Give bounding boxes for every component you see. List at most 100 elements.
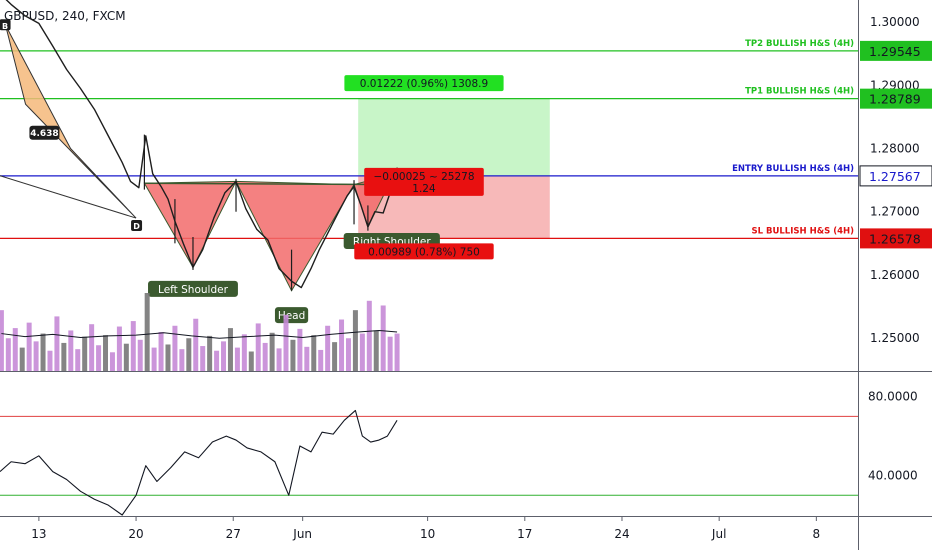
volume-bar xyxy=(366,300,372,371)
stop-label-badge xyxy=(354,243,494,260)
volume-bar xyxy=(345,338,351,371)
level-name: SL BULLISH H&S (4H) xyxy=(752,226,855,236)
volume-bar xyxy=(269,332,275,371)
volume-bar xyxy=(221,341,227,371)
volume-bar xyxy=(54,316,60,371)
volume-bar xyxy=(103,335,109,371)
volume-bar xyxy=(0,310,4,371)
harmonic-point-b-label: B xyxy=(2,22,8,31)
time-tick-label: Jul xyxy=(711,527,726,541)
volume-bar xyxy=(227,328,233,371)
price-tick-label: 1.27000 xyxy=(870,205,920,219)
volume-bar xyxy=(33,341,39,371)
price-line xyxy=(5,0,398,289)
target-label-badge xyxy=(344,75,504,92)
entry-label-badge xyxy=(364,167,484,196)
harmonic-triangle xyxy=(5,25,137,219)
profit-zone xyxy=(358,98,550,176)
price-tick-label: 1.26000 xyxy=(870,268,920,282)
volume-bar xyxy=(339,319,345,371)
volume-bar xyxy=(380,305,386,371)
rsi-tick-label: 40.0000 xyxy=(868,469,918,483)
hs-triangle xyxy=(143,180,237,269)
price-level-tag-label: 1.28789 xyxy=(869,92,921,107)
level-name: ENTRY BULLISH H&S (4H) xyxy=(732,164,854,174)
volume-bar xyxy=(19,347,25,371)
volume-bar xyxy=(234,347,240,371)
volume-ma-line xyxy=(1,329,398,339)
target-label: 0.01222 (0.96%) 1308.9 xyxy=(360,78,488,90)
price-level-tag-label: 1.29545 xyxy=(869,44,921,59)
volume-bar xyxy=(158,332,164,371)
entry-label: 1.24 xyxy=(412,183,436,195)
volume-bar xyxy=(75,349,81,371)
volume-bar xyxy=(200,346,206,371)
volume-bar xyxy=(40,333,46,371)
time-tick-label: 20 xyxy=(128,527,143,541)
volume-bar xyxy=(68,330,74,371)
hs-label: Left Shoulder xyxy=(158,284,229,296)
time-tick-label: 24 xyxy=(614,527,629,541)
volume-bar xyxy=(5,338,11,371)
volume-bar xyxy=(109,352,115,371)
volume-bar xyxy=(311,335,317,371)
volume-bar xyxy=(297,328,303,371)
volume-bar xyxy=(283,314,289,371)
volume-bar xyxy=(89,324,95,371)
volume-bar xyxy=(290,339,296,371)
volume-bar xyxy=(373,330,379,371)
volume-bar xyxy=(123,343,129,371)
harmonic-point-d-badge xyxy=(131,220,143,232)
rsi-line xyxy=(0,409,398,516)
hs-label-badge xyxy=(274,307,309,324)
price-tick-label: 1.28000 xyxy=(870,142,920,156)
volume-bar xyxy=(26,322,32,371)
price-level-tag xyxy=(860,88,932,109)
volume-bar xyxy=(61,342,67,371)
volume-bar xyxy=(82,336,88,371)
level-name: TP1 BULLISH H&S (4H) xyxy=(745,87,854,97)
volume-bar xyxy=(394,333,400,371)
time-tick-label: 10 xyxy=(420,527,435,541)
volume-bar xyxy=(130,321,136,371)
harmonic-ratio-badge xyxy=(29,125,60,140)
volume-bar xyxy=(96,345,102,371)
price-level-tag-label: 1.26578 xyxy=(869,231,921,246)
volume-bar xyxy=(276,348,282,371)
volume-bar xyxy=(352,310,358,371)
time-tick-label: 13 xyxy=(31,527,46,541)
time-tick-label: 17 xyxy=(517,527,532,541)
volume-bar xyxy=(193,318,199,371)
harmonic-point-d-label: D xyxy=(133,222,140,231)
volume-bar xyxy=(262,342,268,371)
volume-bar xyxy=(325,325,331,371)
volume-bar xyxy=(165,344,171,371)
volume-bar xyxy=(214,350,220,371)
volume-bar xyxy=(179,349,185,371)
time-tick-label: 27 xyxy=(226,527,241,541)
hs-label-badge xyxy=(148,280,238,297)
entry-label: −0.00025 ~ 25278 xyxy=(373,171,474,183)
time-tick-label: 8 xyxy=(813,527,821,541)
price-tick-label: 1.25000 xyxy=(870,331,920,345)
volume-bar xyxy=(137,339,143,371)
hs-triangle xyxy=(235,180,355,292)
volume-bar xyxy=(47,350,53,371)
stop-label: 0.00989 (0.78%) 750 xyxy=(368,246,480,258)
volume-bar xyxy=(116,326,122,371)
volume-bar xyxy=(207,335,213,371)
hs-label: Head xyxy=(278,310,305,322)
price-tick-label: 1.30000 xyxy=(870,15,920,29)
volume-bar xyxy=(248,351,254,371)
symbol-label: GBPUSD, 240, FXCM xyxy=(4,9,126,23)
volume-bar xyxy=(387,336,393,371)
volume-bar xyxy=(318,349,324,371)
volume-bar xyxy=(186,338,192,371)
price-level-tag xyxy=(860,40,932,61)
volume-bar xyxy=(304,346,310,371)
harmonic-ratio-label: 4.638 xyxy=(30,129,58,139)
volume-bar xyxy=(12,328,18,371)
volume-bar xyxy=(332,342,338,371)
volume-bar xyxy=(151,347,157,371)
